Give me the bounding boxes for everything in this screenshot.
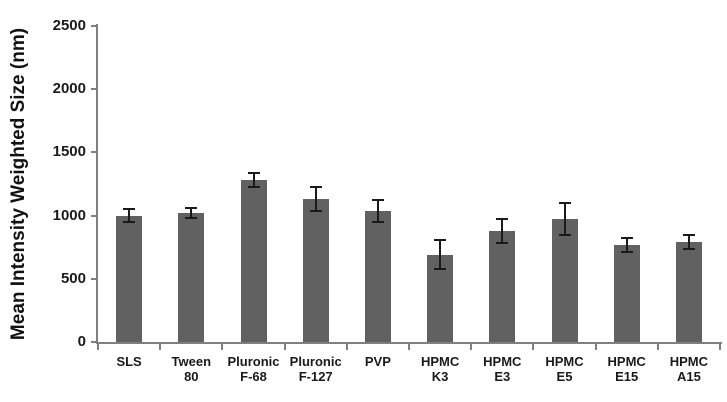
error-bar-cap (620, 236, 633, 239)
x-category-label-line: HPMC (420, 354, 460, 369)
error-bar-line (252, 173, 255, 188)
error-bar-cap (309, 209, 322, 212)
error-bar-cap (247, 186, 260, 189)
error-bar-cap (558, 233, 571, 236)
error-bar-line (563, 203, 566, 235)
x-tick-mark (532, 344, 535, 350)
bar (240, 180, 267, 342)
x-category-label: HPMC K3 (395, 354, 485, 384)
error-bar-cap (123, 208, 136, 211)
bar (489, 230, 516, 342)
x-axis-line (96, 342, 722, 344)
error-bar-cap (247, 172, 260, 175)
x-tick-mark (656, 344, 659, 350)
y-tick-mark (91, 151, 98, 154)
error-bar-cap (434, 239, 447, 242)
x-category-label-line: HPMC (545, 354, 584, 369)
y-tick-label: 0 (77, 333, 86, 350)
x-category-label: Tween 80 (146, 354, 236, 384)
x-category-label: Pluronic F-127 (271, 354, 361, 384)
error-bar-cap (185, 217, 198, 220)
error-bar-cap (682, 234, 695, 237)
x-category-label-line: E5 (556, 369, 573, 384)
bar (551, 218, 578, 342)
x-tick-mark (594, 344, 597, 350)
x-category-label: PVP (333, 354, 423, 369)
x-category-label-line: F-127 (298, 369, 333, 384)
x-tick-mark (97, 344, 99, 350)
y-tick-mark (91, 214, 98, 217)
x-category-label-line: F-68 (240, 369, 267, 384)
x-category-label-line: E3 (494, 369, 511, 384)
x-tick-mark (719, 344, 721, 350)
error-bar-line (687, 235, 690, 250)
x-category-label-line: E15 (615, 369, 639, 384)
error-bar-cap (434, 268, 447, 271)
error-bar-cap (185, 207, 198, 209)
x-category-label: HPMC A15 (644, 354, 727, 384)
error-bar-line (501, 218, 504, 243)
error-bar-cap (496, 241, 509, 244)
x-category-label-line: HPMC (669, 354, 709, 369)
error-bar-cap (371, 199, 384, 202)
x-tick-mark (408, 344, 410, 350)
error-bar-cap (371, 220, 384, 223)
error-bar-line (190, 208, 193, 219)
x-tick-mark (470, 344, 473, 350)
x-category-label-line: HPMC (607, 354, 646, 369)
error-bar-line (439, 240, 442, 270)
y-tick-label: 2500 (52, 17, 86, 34)
y-tick-mark (91, 277, 98, 280)
error-bar-cap (620, 250, 633, 253)
bar (116, 215, 143, 342)
x-category-label-line: Pluronic (227, 354, 280, 369)
x-tick-mark (345, 344, 348, 350)
x-category-label-line: PVP (364, 354, 391, 369)
bar (364, 211, 391, 342)
y-axis-line (96, 24, 98, 344)
y-tick-mark (91, 88, 98, 91)
y-tick-mark (91, 341, 98, 343)
x-tick-mark (159, 344, 162, 350)
bar (675, 242, 702, 342)
error-bar-line (128, 209, 131, 222)
bar (613, 244, 640, 342)
x-tick-mark (221, 344, 224, 350)
x-category-label: HPMC E5 (520, 354, 610, 384)
y-tick-mark (91, 25, 98, 27)
error-bar-cap (496, 217, 509, 220)
error-bar-cap (558, 202, 571, 204)
x-tick-mark (283, 344, 286, 350)
y-tick-label: 1000 (52, 206, 86, 224)
x-category-label-line: HPMC (483, 354, 522, 369)
bar (178, 213, 205, 342)
x-category-label-line: K3 (431, 369, 449, 384)
error-bar-cap (123, 220, 136, 223)
bar (302, 198, 329, 342)
error-bar-line (314, 186, 317, 211)
error-bar-line (376, 200, 379, 222)
x-category-label-line: Pluronic (289, 354, 342, 369)
x-category-label-line: A15 (676, 369, 701, 384)
error-bar-cap (682, 248, 695, 251)
error-bar-line (625, 237, 628, 252)
x-category-label-line: SLS (116, 354, 142, 369)
y-tick-label: 2000 (52, 80, 86, 98)
x-category-label: SLS (84, 354, 174, 369)
x-category-label: Pluronic F-68 (209, 354, 299, 384)
x-category-label-line: 80 (184, 369, 199, 384)
x-category-label: HPMC E3 (457, 354, 547, 384)
x-category-label: HPMC E15 (582, 354, 672, 384)
y-tick-label: 1500 (52, 143, 86, 161)
x-category-label-line: Tween (171, 354, 212, 369)
error-bar-cap (309, 185, 322, 188)
y-tick-label: 500 (60, 269, 86, 287)
